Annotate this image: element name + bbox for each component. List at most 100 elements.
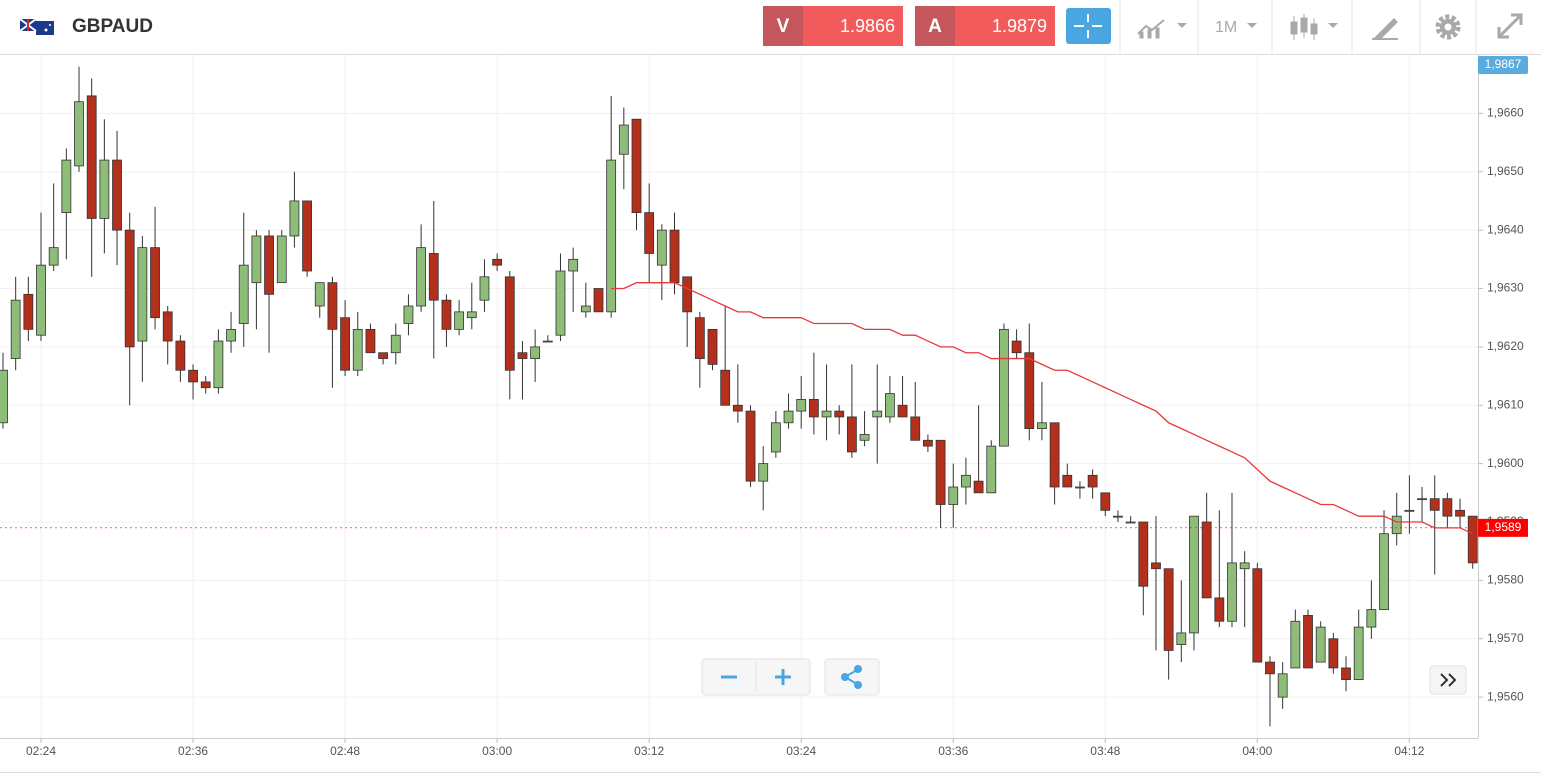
candle-body <box>999 328 1009 447</box>
candle-body <box>99 159 110 219</box>
candle-body <box>770 422 781 453</box>
candle-body <box>1442 498 1453 517</box>
y-tick-label: 1,9640 <box>1487 222 1524 236</box>
last-price-tag <box>1478 518 1528 537</box>
candle-body <box>885 393 895 418</box>
candle-body <box>593 288 604 313</box>
candle-body <box>403 305 414 324</box>
candle-body <box>948 486 959 505</box>
zoom-controls <box>701 658 880 696</box>
symbol: GBPAUD <box>72 16 153 37</box>
candle-body <box>162 311 173 342</box>
draw-button[interactable] <box>1372 18 1398 40</box>
candle-body <box>935 439 946 505</box>
candle-body <box>314 282 325 307</box>
flag-icon <box>19 18 54 35</box>
candle-body <box>175 340 186 371</box>
candle-body <box>1138 521 1149 587</box>
candle-body <box>897 404 908 418</box>
x-tick-label: 03:24 <box>786 744 816 758</box>
candle-body <box>555 270 566 336</box>
candle-body <box>74 101 84 167</box>
candle-body <box>0 369 8 424</box>
candle-body <box>1214 597 1225 622</box>
timeframe[interactable]: 1M <box>1215 19 1237 36</box>
last-price-label: 1,9589 <box>1485 520 1522 534</box>
candle-body <box>923 439 933 447</box>
candle-body <box>1075 486 1085 489</box>
candle-body <box>1239 562 1250 570</box>
chart-type-button[interactable] <box>1290 14 1338 40</box>
candle-body <box>352 328 363 371</box>
candle-body <box>1379 533 1389 610</box>
candle-body <box>200 381 211 389</box>
candle-body <box>580 305 591 313</box>
candle-body <box>517 352 528 359</box>
candle-body <box>1024 352 1035 430</box>
ask-letter-bg <box>915 6 955 46</box>
candle-body <box>1265 661 1275 675</box>
x-tick-label: 02:36 <box>178 744 208 758</box>
candle-body <box>112 159 122 231</box>
candle-body <box>542 340 553 343</box>
candle-body <box>1429 498 1440 511</box>
candle-body <box>251 235 262 284</box>
candle-body <box>1290 620 1301 669</box>
candle-body <box>10 299 21 359</box>
crosshair-button[interactable] <box>1066 8 1111 44</box>
candle-body <box>302 200 312 272</box>
candle-body <box>441 299 452 330</box>
candle-body <box>492 258 503 266</box>
candle-body <box>36 264 46 336</box>
candle-body <box>1404 509 1415 512</box>
x-tick-label: 03:48 <box>1090 744 1120 758</box>
candle-body <box>745 410 756 482</box>
candle-body <box>276 235 287 284</box>
candle-body <box>428 253 439 301</box>
candle-body <box>1163 568 1174 651</box>
candle-body <box>188 369 198 383</box>
candle-body <box>1303 615 1313 669</box>
candle-body <box>1151 562 1161 570</box>
candle-body <box>213 340 224 389</box>
candle-body <box>910 416 921 441</box>
candle-body <box>1277 673 1288 698</box>
candle-body <box>694 317 705 359</box>
x-tick-label: 03:12 <box>634 744 664 758</box>
candle-body <box>1176 632 1187 645</box>
candle-body <box>846 416 857 453</box>
candle-body <box>466 311 477 319</box>
candle-body <box>1049 422 1060 488</box>
candle-body <box>821 410 832 418</box>
candle-body <box>289 200 300 237</box>
share-button[interactable] <box>824 658 880 696</box>
scroll-right-button[interactable] <box>1429 665 1467 695</box>
candle-body <box>859 434 870 441</box>
candle-body <box>669 229 680 284</box>
y-tick-label: 1,9650 <box>1487 164 1524 178</box>
zoom-in[interactable] <box>775 669 791 685</box>
candle-body <box>707 328 718 365</box>
x-tick-label: 02:48 <box>330 744 360 758</box>
candle-body <box>327 282 338 330</box>
settings-button[interactable] <box>1435 14 1461 40</box>
ask-letter: A <box>928 16 942 37</box>
candle-body <box>340 317 350 371</box>
candle-body <box>732 404 743 412</box>
candle-body <box>568 258 579 272</box>
candle-body <box>226 328 236 342</box>
y-tick-label: 1,9610 <box>1487 397 1524 411</box>
candle-body <box>1125 521 1136 524</box>
y-tick-label: 1,9630 <box>1487 281 1524 295</box>
candle-body <box>1455 509 1465 517</box>
candle-body <box>1417 498 1427 501</box>
candle-body <box>86 95 97 219</box>
bid-letter-bg <box>763 6 803 46</box>
candle-body <box>656 229 667 266</box>
candle-body <box>150 247 160 319</box>
indicator-button[interactable] <box>1137 19 1187 39</box>
candle-body <box>973 480 984 494</box>
fullscreen-button[interactable] <box>1497 13 1523 39</box>
y-tick-label: 1,9580 <box>1487 573 1524 587</box>
candle-body <box>124 229 135 348</box>
